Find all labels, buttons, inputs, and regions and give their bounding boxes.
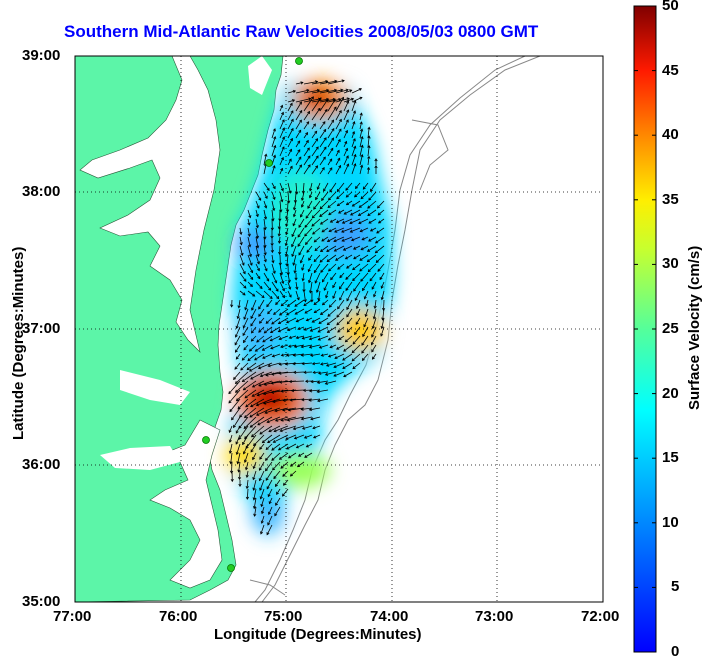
x-tick-label: 76:00 (159, 608, 197, 625)
chart-title: Southern Mid-Atlantic Raw Velocities 200… (64, 22, 538, 42)
colorbar-tick-label: 45 (662, 62, 679, 79)
x-tick-label: 73:00 (475, 608, 513, 625)
colorbar-tick-label: 15 (662, 449, 679, 466)
velocity-arrow (384, 300, 385, 310)
colorbar-tick-label: 40 (662, 126, 679, 143)
y-axis-label: Latitude (Degrees:Minutes) (10, 247, 27, 440)
y-tick-label: 39:00 (22, 47, 60, 64)
colorbar-tick-label: 35 (662, 191, 679, 208)
x-tick-label: 77:00 (53, 608, 91, 625)
velocity-arrow (294, 372, 304, 373)
y-tick-label: 37:00 (22, 320, 60, 337)
x-tick-label: 72:00 (581, 608, 619, 625)
colorbar-tick-label: 5 (671, 578, 679, 595)
colorbar-label: Surface Velocity (cm/s) (686, 246, 703, 410)
colorbar-tick-label: 20 (662, 385, 679, 402)
x-axis-label: Longitude (Degrees:Minutes) (214, 626, 422, 643)
colorbar-tick-label: 0 (671, 643, 679, 660)
colorbar-tick-label: 50 (662, 0, 679, 14)
x-tick-label: 75:00 (264, 608, 302, 625)
y-tick-label: 36:00 (22, 456, 60, 473)
colorbar-tick-label: 25 (662, 320, 679, 337)
x-tick-label: 74:00 (370, 608, 408, 625)
colorbar-tick-label: 10 (662, 514, 679, 531)
y-tick-label: 38:00 (22, 183, 60, 200)
colorbar-tick-label: 30 (662, 255, 679, 272)
